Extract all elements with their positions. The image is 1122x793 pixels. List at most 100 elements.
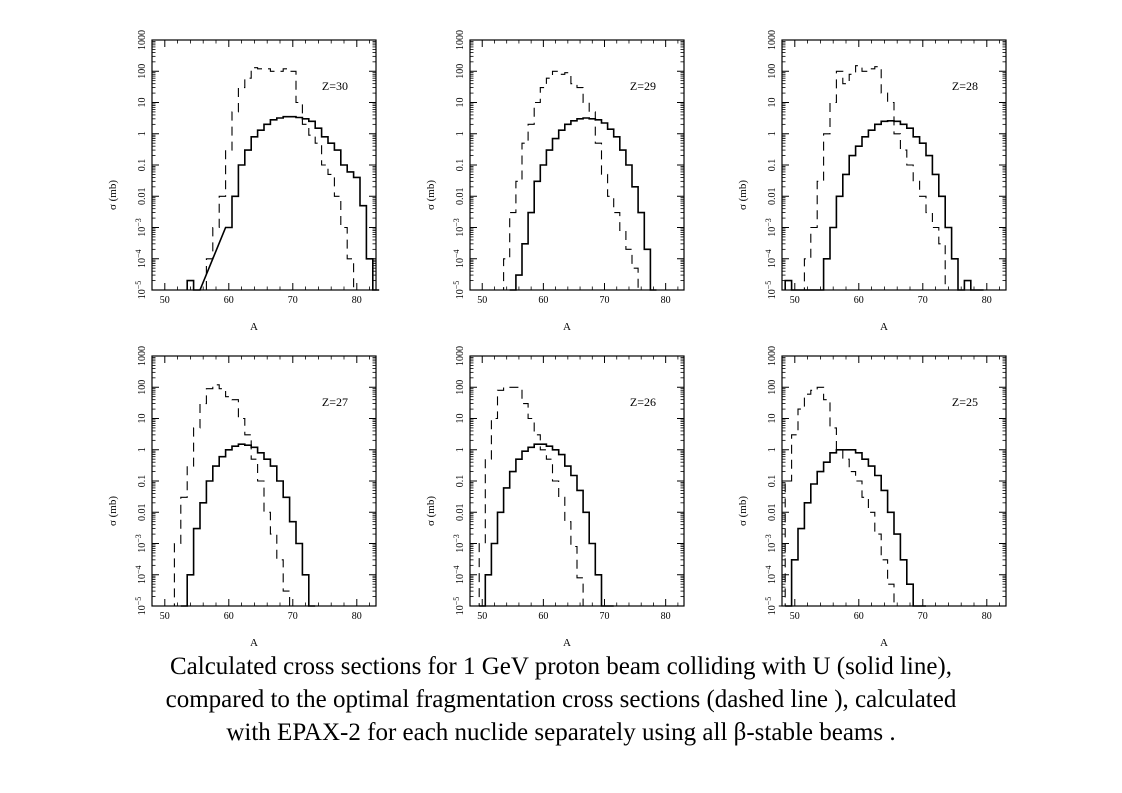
x-tick-label: 80 bbox=[352, 611, 362, 622]
y-tick-label-group: 1 bbox=[767, 131, 778, 136]
dashed-series-line bbox=[778, 386, 901, 607]
y-tick-label-group: 10−5 bbox=[134, 597, 148, 616]
y-tick-label-group: 10−5 bbox=[764, 281, 778, 300]
y-tick-label: 10−3 bbox=[452, 218, 466, 237]
y-tick-label-group: 1 bbox=[455, 131, 466, 136]
y-tick-label-group: 0.01 bbox=[137, 504, 148, 522]
y-axis-title: σ (mb) bbox=[737, 180, 749, 210]
y-tick-label-group: 1000 bbox=[137, 30, 148, 50]
figure-caption: Calculated cross sections for 1 GeV prot… bbox=[0, 650, 1122, 749]
y-tick-label: 0.1 bbox=[767, 475, 778, 488]
y-tick-label: 10−5 bbox=[134, 597, 148, 616]
y-axis-title: σ (mb) bbox=[737, 496, 749, 526]
y-tick-label: 1 bbox=[767, 447, 778, 452]
y-tick-label-group: 10−5 bbox=[764, 597, 778, 616]
y-tick-label-group: 1000 bbox=[767, 346, 778, 366]
y-tick-label-group: 10−5 bbox=[452, 281, 466, 300]
solid-series-line bbox=[186, 115, 380, 291]
caption-line-3: with EPAX-2 for each nuclide separately … bbox=[226, 719, 896, 746]
y-tick-label: 0.01 bbox=[137, 188, 148, 206]
x-tick-label: 70 bbox=[600, 295, 610, 306]
y-tick-label: 1000 bbox=[767, 346, 778, 366]
x-tick-label: 60 bbox=[854, 295, 864, 306]
y-tick-label: 0.01 bbox=[455, 188, 466, 206]
y-tick-label-group: 100 bbox=[137, 380, 148, 395]
x-tick-label: 70 bbox=[918, 611, 928, 622]
x-tick-label: 50 bbox=[160, 611, 170, 622]
y-tick-label-group: 100 bbox=[455, 64, 466, 79]
y-tick-label: 10−5 bbox=[134, 281, 148, 300]
x-tick-label: 70 bbox=[918, 295, 928, 306]
panel-label: Z=30 bbox=[322, 79, 348, 93]
y-tick-label-group: 10−4 bbox=[764, 249, 778, 268]
x-axis-title: A bbox=[880, 637, 888, 649]
y-tick-label-group: 0.1 bbox=[767, 159, 778, 172]
dashed-series-line bbox=[168, 384, 296, 607]
x-tick-label: 60 bbox=[854, 611, 864, 622]
y-tick-label: 10−3 bbox=[134, 534, 148, 553]
y-tick-label: 100 bbox=[137, 380, 148, 395]
y-tick-label-group: 10 bbox=[455, 414, 466, 424]
y-tick-label: 1000 bbox=[455, 30, 466, 50]
y-tick-label-group: 10 bbox=[137, 98, 148, 108]
y-tick-label: 10−5 bbox=[452, 597, 466, 616]
y-tick-label-group: 10−5 bbox=[134, 281, 148, 300]
y-tick-label-group: 10−4 bbox=[134, 249, 148, 268]
y-tick-label-group: 10−3 bbox=[764, 218, 778, 237]
y-tick-label: 10−4 bbox=[452, 565, 466, 584]
y-tick-label: 1000 bbox=[137, 346, 148, 366]
plot-frame bbox=[781, 355, 1007, 607]
solid-series-line bbox=[180, 443, 316, 607]
y-tick-label: 10−5 bbox=[452, 281, 466, 300]
y-tick-label-group: 100 bbox=[455, 380, 466, 395]
x-tick-label: 60 bbox=[538, 295, 548, 306]
y-tick-label-group: 1000 bbox=[137, 346, 148, 366]
dashed-series-line bbox=[205, 67, 360, 291]
x-tick-label: 50 bbox=[790, 611, 800, 622]
x-tick-label: 60 bbox=[224, 295, 234, 306]
y-tick-label: 100 bbox=[137, 64, 148, 79]
y-tick-label-group: 0.1 bbox=[767, 475, 778, 488]
x-tick-label: 80 bbox=[661, 295, 671, 306]
y-tick-label: 10 bbox=[137, 414, 148, 424]
y-tick-label: 1000 bbox=[455, 346, 466, 366]
y-tick-label: 0.1 bbox=[137, 475, 148, 488]
y-tick-label: 1000 bbox=[137, 30, 148, 50]
panel-label: Z=28 bbox=[952, 79, 978, 93]
solid-series-line bbox=[509, 117, 657, 291]
solid-series-line bbox=[785, 449, 926, 607]
y-tick-label: 10−4 bbox=[764, 565, 778, 584]
caption-line-2: compared to the optimal fragmentation cr… bbox=[165, 686, 957, 713]
y-tick-label-group: 100 bbox=[767, 380, 778, 395]
y-tick-label-group: 10 bbox=[455, 98, 466, 108]
y-axis-title: σ (mb) bbox=[107, 180, 119, 210]
y-tick-label: 1 bbox=[137, 131, 148, 136]
y-tick-label-group: 0.01 bbox=[767, 188, 778, 206]
x-tick-label: 50 bbox=[477, 611, 487, 622]
y-tick-label-group: 1 bbox=[767, 447, 778, 452]
x-axis-title: A bbox=[250, 637, 258, 649]
y-tick-label-group: 10 bbox=[767, 98, 778, 108]
y-tick-label: 0.1 bbox=[455, 159, 466, 172]
plot-frame bbox=[781, 39, 1007, 291]
y-tick-label: 10−3 bbox=[764, 534, 778, 553]
x-tick-label: 50 bbox=[790, 295, 800, 306]
y-tick-label-group: 10 bbox=[767, 414, 778, 424]
y-tick-label: 10−5 bbox=[764, 281, 778, 300]
chart-panel-6: 10−5 10−4 10−3 0.01 0.1 1 10 100 1000 50 60 70 80 Aσ … bbox=[737, 346, 1007, 649]
y-tick-label-group: 10 bbox=[137, 414, 148, 424]
y-tick-label-group: 10−4 bbox=[452, 565, 466, 584]
y-tick-label-group: 10−4 bbox=[764, 565, 778, 584]
y-tick-label-group: 0.1 bbox=[137, 475, 148, 488]
y-tick-label-group: 10−3 bbox=[452, 218, 466, 237]
y-tick-label-group: 1 bbox=[137, 447, 148, 452]
y-tick-label: 1000 bbox=[767, 30, 778, 50]
chart-panel-1: 10−5 10−4 10−3 0.01 0.1 1 10 100 1000 50 60 70 80 Aσ … bbox=[107, 30, 380, 333]
x-axis-title: A bbox=[250, 321, 258, 333]
y-tick-label: 1 bbox=[455, 131, 466, 136]
dashed-series-line bbox=[497, 70, 645, 291]
y-tick-label: 10 bbox=[137, 98, 148, 108]
y-tick-label-group: 100 bbox=[137, 64, 148, 79]
y-tick-label-group: 10−4 bbox=[134, 565, 148, 584]
y-tick-label: 0.1 bbox=[455, 475, 466, 488]
